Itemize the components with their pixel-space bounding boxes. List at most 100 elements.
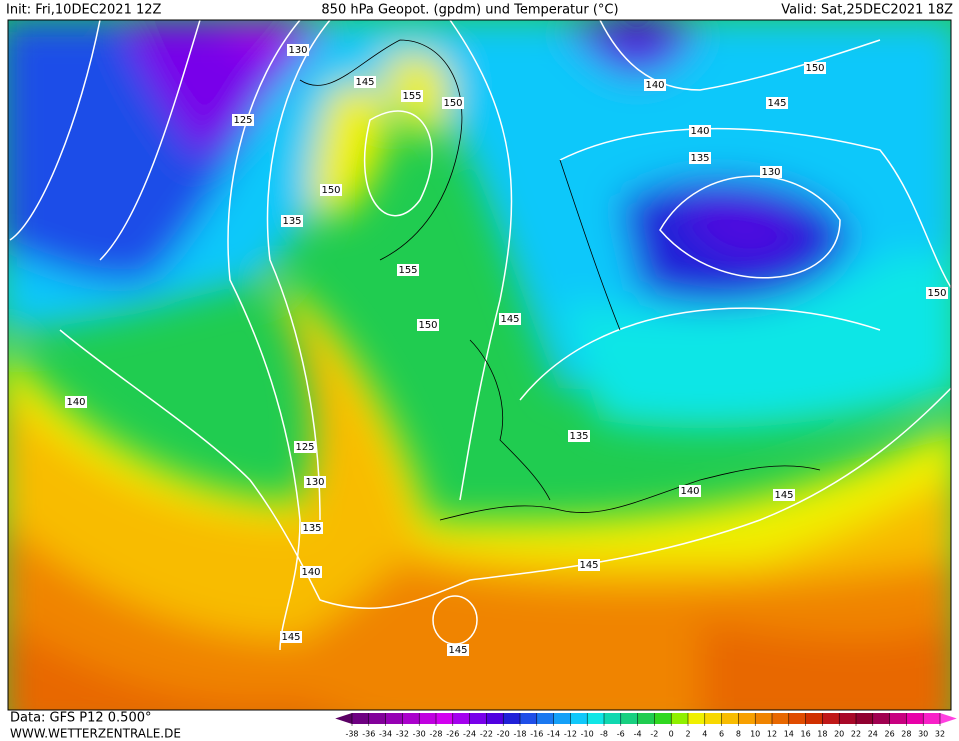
colorbar-swatch — [906, 713, 924, 724]
colorbar-arrow — [335, 713, 352, 724]
contour-label: 140 — [680, 486, 699, 497]
contour-label-box — [300, 566, 322, 578]
colorbar-label: -34 — [379, 730, 392, 739]
colorbar-swatch — [923, 713, 941, 724]
colorbar-label: -16 — [530, 730, 543, 739]
colorbar-label: 8 — [736, 730, 741, 739]
contour-label: 125 — [233, 115, 252, 126]
colorbar-label: 4 — [702, 730, 707, 739]
contour-label-box — [280, 631, 302, 643]
colorbar-label: -10 — [581, 730, 594, 739]
contour-label-box — [442, 97, 464, 109]
colorbar-label: 12 — [767, 730, 777, 739]
contour-label: 145 — [579, 560, 598, 571]
contour-label-box — [804, 62, 826, 74]
colorbar-label: 24 — [868, 730, 878, 739]
contour-label: 135 — [302, 523, 321, 534]
colorbar-swatch — [688, 713, 706, 724]
colorbar-arrow — [940, 713, 957, 724]
colorbar-swatch — [352, 713, 370, 724]
colorbar-swatch — [654, 713, 672, 724]
colorbar-swatch — [788, 713, 807, 724]
init-time: Init: Fri,10DEC2021 12Z — [6, 3, 162, 18]
contour-label-box — [447, 644, 469, 656]
colorbar-swatch — [704, 713, 723, 724]
contour-label-box — [304, 476, 326, 488]
colorbar: -38 -36 -34 -32 -30 -28 -26 -24 -22 -20 -18 -16 -14-… — [335, 713, 957, 739]
colorbar-swatch — [587, 713, 605, 724]
colorbar-swatch — [553, 713, 571, 724]
colorbar-label: -32 — [396, 730, 409, 739]
coastlines — [299, 39, 821, 521]
colorbar-label: -24 — [463, 730, 476, 739]
contour-label-box — [679, 485, 701, 497]
contour-label-box — [578, 559, 600, 571]
colorbar-label: 0 — [669, 730, 674, 739]
contour-label: 150 — [805, 63, 824, 74]
contour-label-box — [301, 522, 323, 534]
contour-label-box — [689, 152, 711, 164]
colorbar-swatch — [671, 713, 689, 724]
contour-label: 125 — [295, 442, 314, 453]
contour-label-box — [294, 441, 316, 453]
contour-label: 130 — [305, 477, 324, 488]
contour-label: 130 — [761, 167, 780, 178]
colorbar-swatch — [772, 713, 790, 724]
isohypses — [9, 20, 951, 651]
colorbar-swatch — [604, 713, 622, 724]
contour-label: 140 — [690, 126, 709, 137]
colorbar-swatch — [839, 713, 857, 724]
website: WWW.WETTERZENTRALE.DE — [10, 727, 181, 741]
contour-label-box — [287, 44, 309, 56]
colorbar-swatch — [520, 713, 538, 724]
contour-label: 150 — [443, 98, 462, 109]
map-title: 850 hPa Geopot. (gpdm) und Temperatur (°… — [321, 3, 618, 18]
contour-label-box — [232, 114, 254, 126]
map-field — [8, 20, 951, 710]
colorbar-label: -8 — [600, 730, 608, 739]
colorbar-label: -22 — [480, 730, 493, 739]
contour-label-box — [397, 264, 419, 276]
contour-label: 135 — [282, 216, 301, 227]
contour-label-box — [499, 313, 521, 325]
contour-label: 135 — [569, 431, 588, 442]
contour-label: 145 — [281, 632, 300, 643]
contour-label: 140 — [301, 567, 320, 578]
contour-label-box — [644, 79, 666, 91]
colorbar-label: -38 — [345, 730, 358, 739]
colorbar-swatch — [805, 713, 823, 724]
colorbar-swatch — [637, 713, 655, 724]
contour-label: 135 — [690, 153, 709, 164]
colorbar-swatch — [469, 713, 487, 724]
colorbar-swatch — [721, 713, 739, 724]
colorbar-label: 18 — [817, 730, 827, 739]
colorbar-label: -4 — [634, 730, 642, 739]
colorbar-swatch — [402, 713, 420, 724]
valid-time: Valid: Sat,25DEC2021 18Z — [781, 3, 953, 18]
map-frame — [7, 19, 952, 711]
contour-label: 145 — [500, 314, 519, 325]
contour-label: 145 — [774, 490, 793, 501]
contour-label: 155 — [402, 91, 421, 102]
colorbar-label: 20 — [834, 730, 844, 739]
colorbar-label: 16 — [801, 730, 811, 739]
colorbar-label: 2 — [685, 730, 690, 739]
colorbar-label: 6 — [719, 730, 724, 739]
colorbar-swatch — [856, 713, 874, 724]
colorbar-label: 32 — [935, 730, 945, 739]
contour-label: 150 — [927, 288, 946, 299]
colorbar-swatch — [536, 713, 555, 724]
contour-label-box — [320, 184, 342, 196]
colorbar-swatch — [889, 713, 907, 724]
contour-label-box — [766, 97, 788, 109]
colorbar-swatch — [755, 713, 773, 724]
contour-label-box — [689, 125, 711, 137]
contour-label: 145 — [448, 645, 467, 656]
contour-label: 145 — [767, 98, 786, 109]
contour-label-box — [926, 287, 948, 299]
contour-labels: 130 145 155 150 125 150 135 155 150 145 140 150 145 1… — [65, 44, 948, 656]
contour-label-box — [773, 489, 795, 501]
colorbar-swatch — [486, 713, 504, 724]
contour-label: 150 — [321, 185, 340, 196]
colorbar-label: -28 — [429, 730, 442, 739]
